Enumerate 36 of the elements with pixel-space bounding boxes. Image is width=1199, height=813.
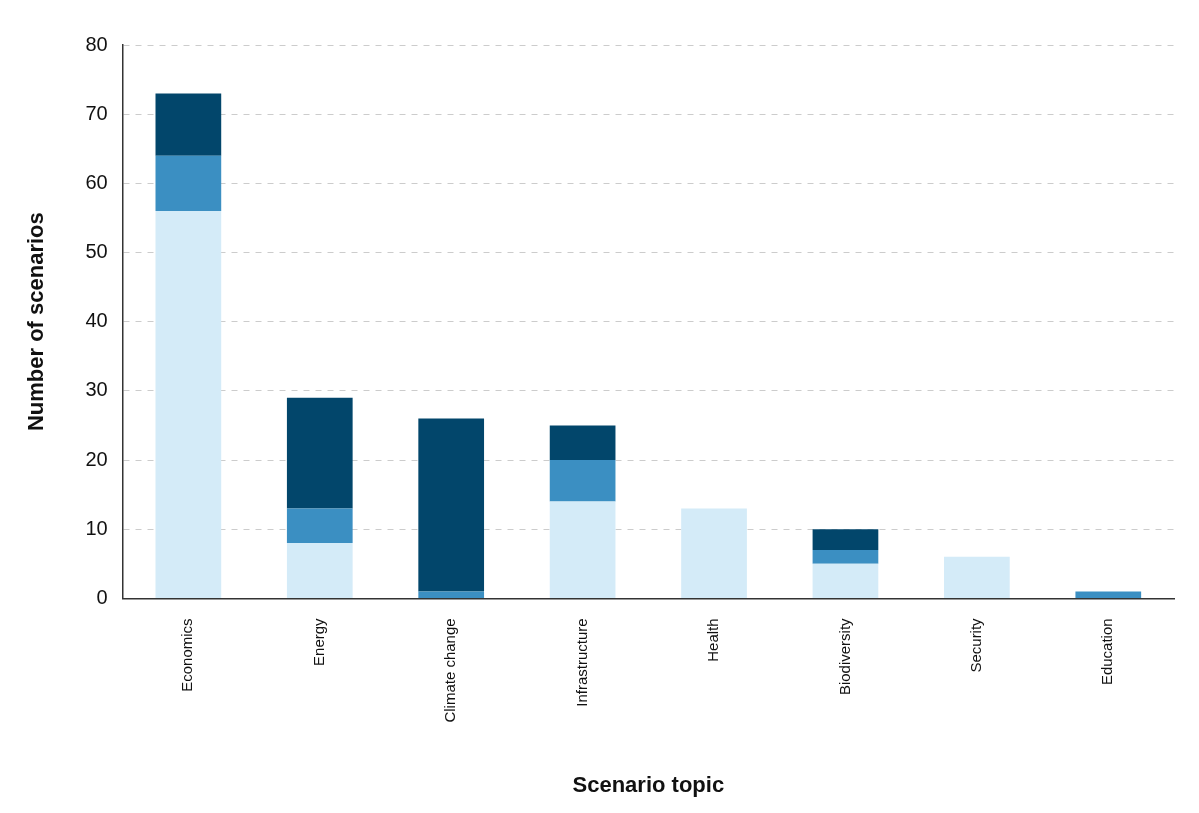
y-tick-label: 0 xyxy=(96,585,108,608)
bar xyxy=(155,93,222,156)
bar xyxy=(286,508,353,544)
x-tick-label: Biodiversity xyxy=(835,617,853,696)
y-tick-label: 20 xyxy=(85,447,108,470)
bar xyxy=(681,508,747,598)
x-tick-label: Infrastructure xyxy=(572,618,590,707)
bar xyxy=(944,556,1010,598)
y-tick-label: 30 xyxy=(85,378,108,401)
y-tick-label: 70 xyxy=(85,101,108,124)
bar xyxy=(812,529,879,550)
y-tick-label: 40 xyxy=(85,309,108,332)
x-tick-label: Energy xyxy=(309,617,327,666)
y-tick-label: 80 xyxy=(85,32,108,55)
bar xyxy=(549,425,616,461)
x-tick-label: Health xyxy=(704,618,722,662)
bar xyxy=(155,211,222,598)
y-axis-title: Number of scenarios xyxy=(23,212,49,432)
bar xyxy=(286,543,353,598)
bar xyxy=(812,563,879,598)
y-tick-label: 60 xyxy=(85,170,108,193)
bar xyxy=(286,397,353,509)
y-tick-label: 50 xyxy=(85,240,108,263)
bar xyxy=(155,155,222,212)
bar xyxy=(418,418,485,592)
x-tick-label: Economics xyxy=(178,618,196,692)
x-tick-label: Climate change xyxy=(441,618,459,723)
bar xyxy=(418,591,485,598)
bar xyxy=(549,501,616,598)
bar xyxy=(812,549,879,564)
x-tick-label: Education xyxy=(1098,618,1116,686)
x-axis-title: Scenario topic xyxy=(572,771,725,797)
x-tick-label: Security xyxy=(967,617,985,673)
y-tick-label: 10 xyxy=(85,516,108,539)
bar xyxy=(1075,591,1142,598)
bar xyxy=(549,460,616,502)
